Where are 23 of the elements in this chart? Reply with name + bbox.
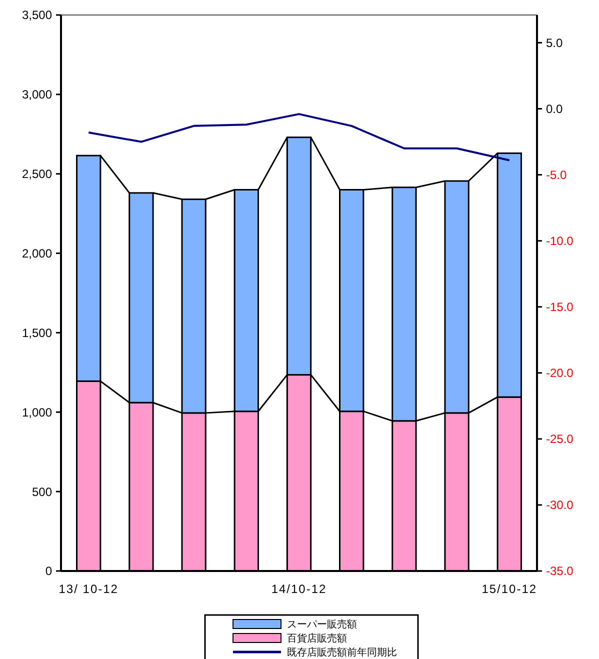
- x-tick-label: 15/10-12: [482, 582, 538, 596]
- y2-tick-label: -25.0: [546, 432, 574, 446]
- y2-tick-label: -30.0: [546, 498, 574, 512]
- y2-tick-label: -5.0: [546, 168, 568, 182]
- y2-tick-label: -35.0: [546, 564, 574, 578]
- legend-label: スーパー販売額: [287, 618, 357, 630]
- y-tick-label: 500: [32, 484, 52, 499]
- y-tick-label: 3,500: [22, 8, 52, 22]
- y2-tick-label: -15.0: [546, 300, 574, 314]
- y-tick-label: 2,500: [22, 167, 52, 182]
- y-tick-label: 0: [45, 564, 52, 578]
- y2-tick-label: 0.0: [546, 102, 564, 116]
- y2-tick-label: -10.0: [546, 234, 574, 248]
- y-tick-label: 1,000: [22, 405, 52, 420]
- legend-label: 百貨店販売額: [287, 632, 347, 644]
- x-tick-label: 14/10-12: [271, 582, 327, 596]
- legend-label: 既存店販売額前年同期比: [287, 646, 397, 658]
- y-tick-label: 1,500: [22, 326, 52, 340]
- y-tick-label: 2,000: [22, 246, 52, 260]
- y2-tick-label: -20.0: [546, 366, 574, 380]
- y2-tick-label: 5.0: [546, 36, 564, 50]
- x-tick-label: 13/ 10-12: [58, 582, 118, 596]
- y-tick-label: 3,000: [22, 88, 52, 102]
